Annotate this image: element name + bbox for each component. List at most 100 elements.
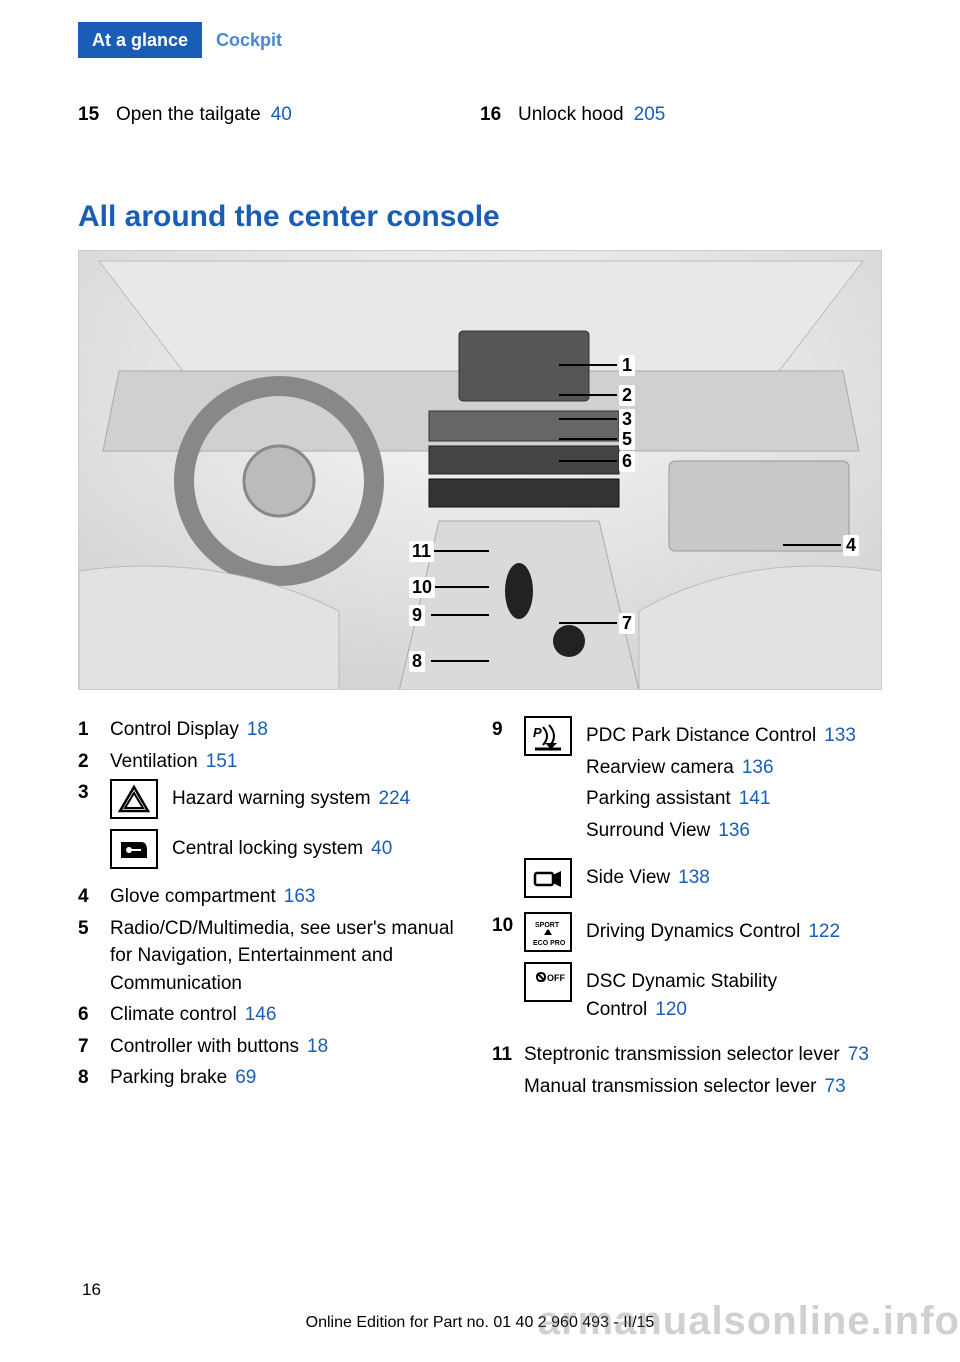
ref-number: 16 [480,104,508,126]
legend-text: PDC Park Distance Control [586,725,816,746]
legend-left-column: 1Control Display182Ventilation1513Hazard… [78,716,468,1108]
legend-number: 11 [492,1041,524,1104]
page-link[interactable]: 69 [235,1067,256,1088]
diagram-callout-10: 10 [409,577,435,598]
legend-item-10: 10 SPORT ECO PRO Driving Dynamics Control 12… [492,912,882,1037]
legend-subrow: OFFDSC Dynamic Stability Control120 [524,962,882,1027]
page-link[interactable]: 151 [206,751,238,772]
legend-number: 7 [78,1033,110,1061]
diagram-callout-7: 7 [619,613,635,634]
section-heading: All around the center console [78,200,500,234]
legend-number: 8 [78,1064,110,1092]
svg-text:SPORT: SPORT [535,922,560,929]
page-link[interactable]: 73 [848,1044,869,1065]
diagram-callout-4: 4 [843,535,859,556]
page-link[interactable]: 73 [825,1076,846,1097]
diagram-callout-1: 1 [619,355,635,376]
legend-text: Driving Dynamics Control [586,921,800,942]
legend-text: Central locking system [172,838,363,859]
page-link[interactable]: 146 [245,1004,277,1025]
legend-text: Parking brake [110,1067,227,1088]
hazard-icon [110,779,158,819]
legend-item-11: 11Steptronic transmission selector lever… [492,1041,882,1104]
page-link[interactable]: 138 [678,867,710,888]
center-console-diagram: 1 2 356 4 11 10 9 7 8 [78,250,882,690]
diagram-callout-5: 5 [619,429,635,450]
legend-item-5: 5Radio/CD/Multimedia, see user's manual … [78,915,468,998]
top-reference-row: 15 Open the tailgate 40 16 Unlock hood 2… [78,104,882,126]
legend-number: 6 [78,1001,110,1029]
diagram-callout-9: 9 [409,605,425,626]
page-link[interactable]: 120 [655,999,687,1020]
legend-text: Controller with buttons [110,1036,299,1057]
legend-text: Surround View [586,820,710,841]
diagram-callout-2: 2 [619,385,635,406]
sideview-icon [524,858,572,898]
legend-number: 2 [78,748,110,776]
page-link[interactable]: 205 [634,104,666,126]
legend-text: Ventilation [110,751,198,772]
page-link[interactable]: 18 [307,1036,328,1057]
sport-icon: SPORT ECO PRO [524,912,572,952]
page-link[interactable]: 40 [271,104,292,126]
svg-text:ECO PRO: ECO PRO [533,940,565,947]
dscoff-icon: OFF [524,962,572,1002]
legend-number: 5 [78,915,110,998]
page-link[interactable]: 163 [284,886,316,907]
legend-text: Manual transmission selector lever [524,1076,817,1097]
legend-text: Radio/CD/Multimedia, see user's manual f… [110,918,454,994]
header-tabs: At a glance Cockpit [78,22,296,58]
legend-text: Glove compartment [110,886,276,907]
legend-subrow: P PDC Park Distance Control 133 Rearview ca… [524,716,882,848]
page-link[interactable]: 40 [371,838,392,859]
ref-15: 15 Open the tailgate 40 [78,104,480,126]
page-link[interactable]: 136 [718,820,750,841]
page-link[interactable]: 133 [824,725,856,746]
legend-text: Steptronic transmission selector lever [524,1044,840,1065]
svg-text:P: P [533,725,542,740]
legend-item-8: 8Parking brake 69 [78,1064,468,1092]
legend-subrow: Central locking system 40 [110,829,468,869]
legend-text: Hazard warning system [172,788,371,809]
tab-at-a-glance[interactable]: At a glance [78,22,202,58]
legend-item-6: 6Climate control 146 [78,1001,468,1029]
legend-number: 10 [492,912,524,1037]
legend-list: 1Control Display182Ventilation1513Hazard… [78,716,882,1108]
svg-text:OFF: OFF [547,973,565,983]
footer-edition-line: Online Edition for Part no. 01 40 2 960 … [0,1314,960,1332]
legend-text: Parking assistant [586,788,731,809]
page-number: 16 [82,1280,101,1300]
ref-text: Open the tailgate [116,104,261,126]
lock-icon [110,829,158,869]
page-link[interactable]: 122 [808,921,840,942]
legend-text: Climate control [110,1004,237,1025]
legend-item-1: 1Control Display 18 [78,716,468,744]
legend-number: 4 [78,883,110,911]
page-link[interactable]: 141 [739,788,771,809]
ref-16: 16 Unlock hood 205 [480,104,882,126]
legend-text: Rearview camera [586,757,734,778]
tab-cockpit[interactable]: Cockpit [202,22,296,58]
legend-item-3: 3 Hazard warning system 224 Central locking… [78,779,468,879]
legend-item-2: 2Ventilation 151 [78,748,468,776]
page-link[interactable]: 18 [247,719,268,740]
legend-text: Control Display [110,719,239,740]
diagram-callout-3: 3 [619,409,635,430]
diagram-callout-6: 6 [619,451,635,472]
legend-item-4: 4Glove compartment 163 [78,883,468,911]
page-link[interactable]: 136 [742,757,774,778]
dashboard-illustration [79,251,882,690]
page-link[interactable]: 224 [379,788,411,809]
legend-subrow: Hazard warning system 224 [110,779,468,819]
legend-text: Side View [586,867,670,888]
diagram-callout-11: 11 [409,541,434,562]
legend-number: 9 [492,716,524,908]
legend-subrow: SPORT ECO PRO Driving Dynamics Control 122 [524,912,882,952]
pdc-icon: P [524,716,572,756]
legend-subrow: Side View 138 [524,858,882,898]
legend-item-7: 7Controller with buttons 18 [78,1033,468,1061]
diagram-callout-8: 8 [409,651,425,672]
legend-number: 1 [78,716,110,744]
legend-number: 3 [78,779,110,879]
ref-number: 15 [78,104,106,126]
